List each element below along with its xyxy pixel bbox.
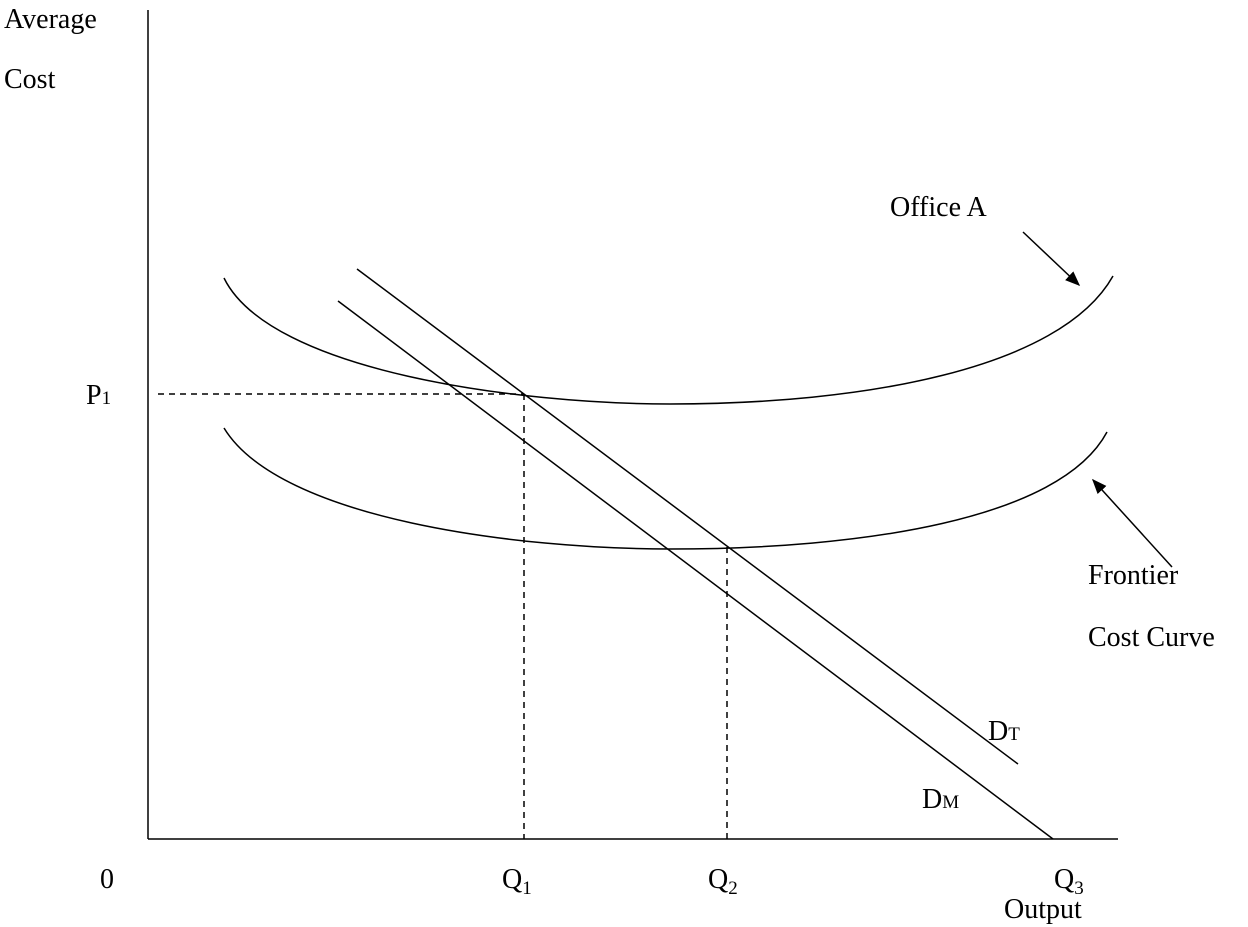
origin-label: 0 bbox=[100, 864, 114, 895]
q-main: Q bbox=[502, 864, 522, 895]
frontier-arrow bbox=[1091, 478, 1173, 568]
q-label: Q3 bbox=[1054, 864, 1084, 899]
demand-market-line bbox=[337, 300, 1054, 840]
demand-total-label: DT bbox=[988, 716, 1020, 747]
office-a-arrow bbox=[1022, 231, 1081, 287]
dt-main: D bbox=[988, 716, 1008, 747]
y-label: Average bbox=[4, 4, 97, 35]
dt-sub: T bbox=[1008, 724, 1020, 745]
q-sub: 1 bbox=[522, 878, 532, 899]
office-a-label: Office A bbox=[890, 192, 987, 223]
frontier-label: Cost Curve bbox=[1088, 622, 1215, 653]
x-label: Output bbox=[1004, 894, 1082, 925]
price-label: P1 bbox=[86, 380, 111, 411]
y-label: Cost bbox=[4, 64, 56, 95]
dm-main: D bbox=[922, 784, 942, 815]
q-main: Q bbox=[708, 864, 728, 895]
q-sub: 2 bbox=[728, 878, 738, 899]
q-label: Q2 bbox=[708, 864, 738, 899]
price-main: P bbox=[86, 380, 102, 411]
demand-market-label: DM bbox=[922, 784, 959, 815]
frontier-label: Frontier bbox=[1088, 560, 1179, 591]
office-a-curve bbox=[223, 275, 1114, 405]
q-main: Q bbox=[1054, 864, 1074, 895]
q-sub: 3 bbox=[1074, 878, 1084, 899]
q-label: Q1 bbox=[502, 864, 532, 899]
price-sub: 1 bbox=[102, 388, 112, 409]
dm-sub: M bbox=[942, 792, 959, 813]
demand-total-line bbox=[356, 268, 1019, 765]
frontier-curve bbox=[223, 427, 1108, 550]
